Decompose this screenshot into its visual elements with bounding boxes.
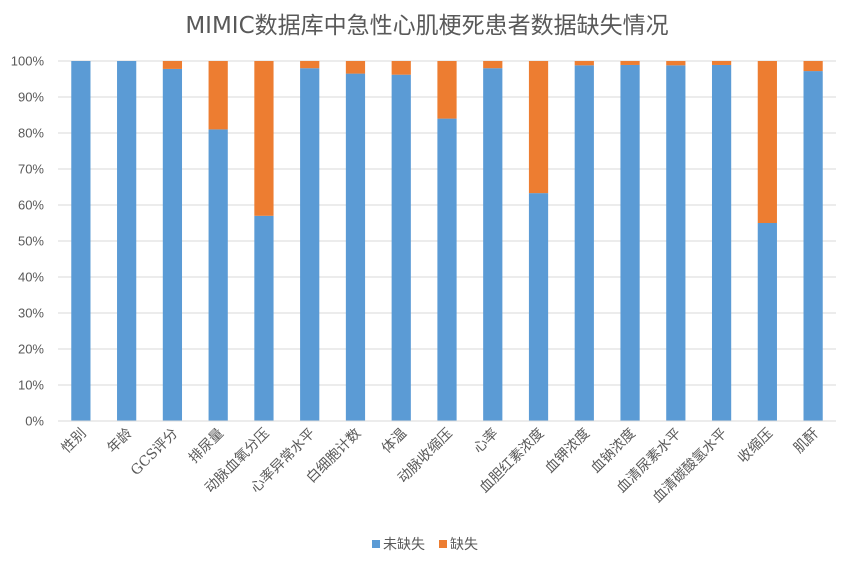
x-tick-label: 性别: [59, 426, 90, 457]
bar-segment-present: [666, 65, 686, 421]
bar-segment-missing: [757, 61, 777, 223]
bar-segment-present: [803, 71, 823, 421]
bar-segment-missing: [620, 61, 640, 65]
x-tick-label: GCS评分: [128, 426, 181, 479]
y-tick-label: 100%: [11, 54, 45, 69]
bar-segment-missing: [711, 61, 732, 65]
bar-segment-present: [711, 64, 732, 422]
bar-segment-present: [391, 74, 411, 422]
y-axis: 0% 10% 20% 30% 40% 50% 60% 70% 80% 90% 100%: [11, 54, 45, 429]
y-tick-label: 60%: [18, 198, 44, 213]
bar-segment-present: [574, 65, 594, 421]
bar-segment-missing: [162, 61, 183, 69]
y-tick-label: 40%: [18, 270, 44, 285]
bar-segment-missing: [437, 61, 457, 119]
bar-segment-present: [620, 64, 640, 422]
legend-swatch: [439, 540, 447, 548]
bar-segment-missing: [391, 61, 411, 75]
bar-segment-present: [71, 61, 91, 421]
bar-segment-present: [300, 68, 320, 421]
legend: 未缺失 缺失: [372, 537, 478, 553]
bar-segment-missing: [803, 61, 823, 72]
x-tick-label: 血钾浓度: [542, 426, 593, 477]
x-tick-label: 年龄: [104, 426, 135, 457]
bar-segment-missing: [483, 61, 503, 69]
y-tick-label: 50%: [18, 234, 44, 249]
bar-segment-present: [757, 223, 777, 421]
bar-segment-present: [208, 129, 228, 421]
legend-label: 未缺失: [383, 537, 425, 553]
y-tick-label: 20%: [18, 342, 44, 357]
chart-title: MIMIC数据库中急性心肌梗死患者数据缺失情况: [185, 13, 668, 39]
bar-segment-missing: [528, 61, 549, 194]
x-tick-label: 体温: [379, 426, 410, 457]
bar-segment-present: [483, 68, 503, 421]
x-tick-label: 收缩压: [735, 426, 776, 467]
y-tick-label: 70%: [18, 162, 44, 177]
legend-swatch: [372, 540, 380, 548]
bar-segment-present: [162, 68, 183, 422]
y-tick-label: 10%: [18, 378, 44, 393]
bar-segment-present: [437, 118, 457, 421]
y-tick-label: 90%: [18, 90, 44, 105]
legend-label: 缺失: [450, 537, 478, 553]
bar-segment-missing: [345, 61, 366, 74]
x-tick-label: 肌酐: [791, 426, 822, 457]
x-tick-label: 心率: [470, 425, 502, 457]
bar-segment-missing: [208, 61, 228, 130]
x-tick-label: 排尿量: [186, 426, 227, 467]
bar-segment-missing: [254, 61, 274, 216]
bar-segment-present: [254, 215, 274, 421]
bar-segment-present: [345, 73, 366, 421]
bar-segment-present: [528, 193, 549, 421]
bars: [71, 61, 823, 422]
y-tick-label: 80%: [18, 126, 44, 141]
y-tick-label: 0%: [25, 414, 44, 429]
bar-segment-missing: [300, 61, 320, 69]
y-tick-label: 30%: [18, 306, 44, 321]
bar-segment-missing: [574, 61, 594, 66]
bar-segment-present: [117, 61, 137, 421]
bar-segment-missing: [666, 61, 686, 66]
